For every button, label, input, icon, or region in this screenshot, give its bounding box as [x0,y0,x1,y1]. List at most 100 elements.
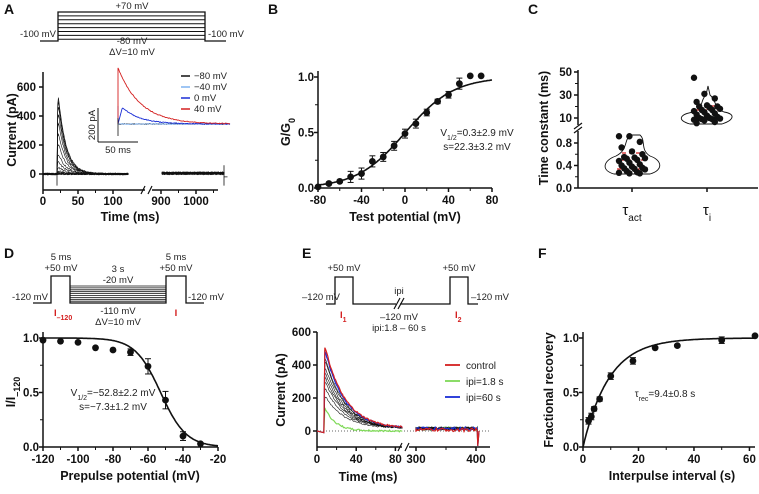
x-tick-label: 80 [486,195,499,207]
current-label-i1: I1 [340,310,347,324]
data-point [314,183,322,191]
panel-a-axes: 0 200 400 600 0 50 100 900 1000 Time (ms) Current … [5,72,218,224]
panel-e-axes: 0 200 400 600 0 40 80 300 400 Time (ms) Current (p… [274,327,490,484]
y-title-main: I/I [4,397,18,407]
current-trace [316,350,480,446]
x-axis-title: Interpulse interval (s) [609,469,735,483]
current-label-i1-sub: 1 [343,317,347,324]
current-trace [316,357,480,446]
data-point [751,332,759,340]
y-tick-label: 0.0 [23,442,39,454]
data-point [445,91,452,99]
y-tick-label: 0 [30,169,36,181]
data-point [162,396,169,404]
data-point [626,170,633,177]
y-axis-title: Current (pA) [274,353,288,427]
v-half-annotation-sub: 1/2 [77,395,87,402]
x-axis-title: Prepulse potential (mV) [60,469,200,483]
y-tick-label: 50 [559,67,572,79]
y-axis-title: I/I–120 [4,377,22,407]
panel-d: 0.0 0.5 1.0 -120 -100 -80 -60 -40 -20 Prepulse po… [4,332,226,483]
data-point [690,74,698,81]
prepulse-bottom: -110 mV [100,306,136,317]
data-point [74,338,82,346]
x-tick-label: 400 [466,454,485,466]
x-tick-label: -120 [31,454,54,466]
hold-left: -120 mV [12,292,49,303]
v-half-annotation-sub: 1/2 [447,135,457,142]
panel-label-B: B [268,1,278,17]
pulse2-duration: 5 ms [166,252,187,263]
y-tick-label: 1.0 [563,333,579,345]
data-point [590,405,598,413]
x-tick-label: 900 [151,196,170,208]
data-point [693,119,700,127]
panel-label-D: D [4,245,14,261]
scale-bar-y-label: 200 pA [87,109,98,140]
data-point [144,362,152,370]
x-tick-label: -80 [105,454,122,466]
y-axis-title: Time constant (ms) [537,71,551,185]
panel-f: 0.0 0.5 1.0 0 20 40 60 Interpulse interval (s) F… [542,332,759,483]
x-category-label-main: τ [622,202,628,219]
axis-break-icon [573,122,583,134]
y-tick-label: 400 [17,111,36,123]
legend-label: ipi=60 s [466,393,501,404]
slope-annotation: s=−7.3±1.2 mV [79,402,147,413]
data-point [651,344,659,352]
data-point [179,432,187,440]
current-trace [42,97,225,176]
x-axis-title: Test potential (mV) [349,210,461,224]
hold-left: –120 mV [302,292,341,303]
protocol-trace [33,275,204,304]
inset-trace [117,105,231,125]
y-tick-label: 200 [17,140,36,152]
v-half-annotation-main: V [71,388,78,399]
x-tick-label: 50 [72,196,85,208]
x-tick-label: 0 [40,196,46,208]
protocol-hold-left: -100 mV [20,29,57,40]
x-category-label-sub: act [628,213,642,224]
current-label-i: I [175,308,178,319]
legend-label: 40 mV [194,104,222,115]
data-point [423,109,431,116]
data-point [466,72,474,80]
x-tick-label: -60 [140,454,157,466]
violin-act [604,134,661,175]
hold-right: -120 mV [188,292,225,303]
y-tick-label: 0.8 [556,138,573,150]
data-point [127,348,134,356]
current-label-i1-main: I [340,310,343,321]
data-point [596,395,604,403]
panel-label-A: A [4,1,14,17]
y-title-sub: 0 [287,118,297,123]
panel-e: 0 200 400 600 0 40 80 300 400 Time (ms) Current (p… [274,327,504,484]
x-tick-label: -100 [66,454,89,466]
data-point [628,148,636,155]
pulse1-voltage: +50 mV [44,263,78,274]
data-point [455,80,463,88]
data-point [641,166,649,173]
y-tick-label: 400 [292,360,311,372]
legend-label: 0 mV [194,93,217,104]
y-tick-label: 0 [305,426,311,438]
y-title-sub: –120 [12,377,22,397]
data-point [711,118,718,126]
violin-i [680,85,733,125]
data-point [379,153,387,161]
panel-d-axes: 0.0 0.5 1.0 -120 -100 -80 -60 -40 -20 [23,332,226,466]
data-point [615,133,623,140]
x-tick-label: -40 [175,454,192,466]
prepulse-step: ΔV=10 mV [95,317,141,328]
data-point [615,169,623,177]
data-point [109,346,117,354]
data-point [336,177,344,185]
data-point [39,336,47,344]
x-axis-title: Time (ms) [339,470,398,484]
interpulse-voltage: –120 mV [380,312,419,323]
x-tick-label: 40 [350,454,363,466]
